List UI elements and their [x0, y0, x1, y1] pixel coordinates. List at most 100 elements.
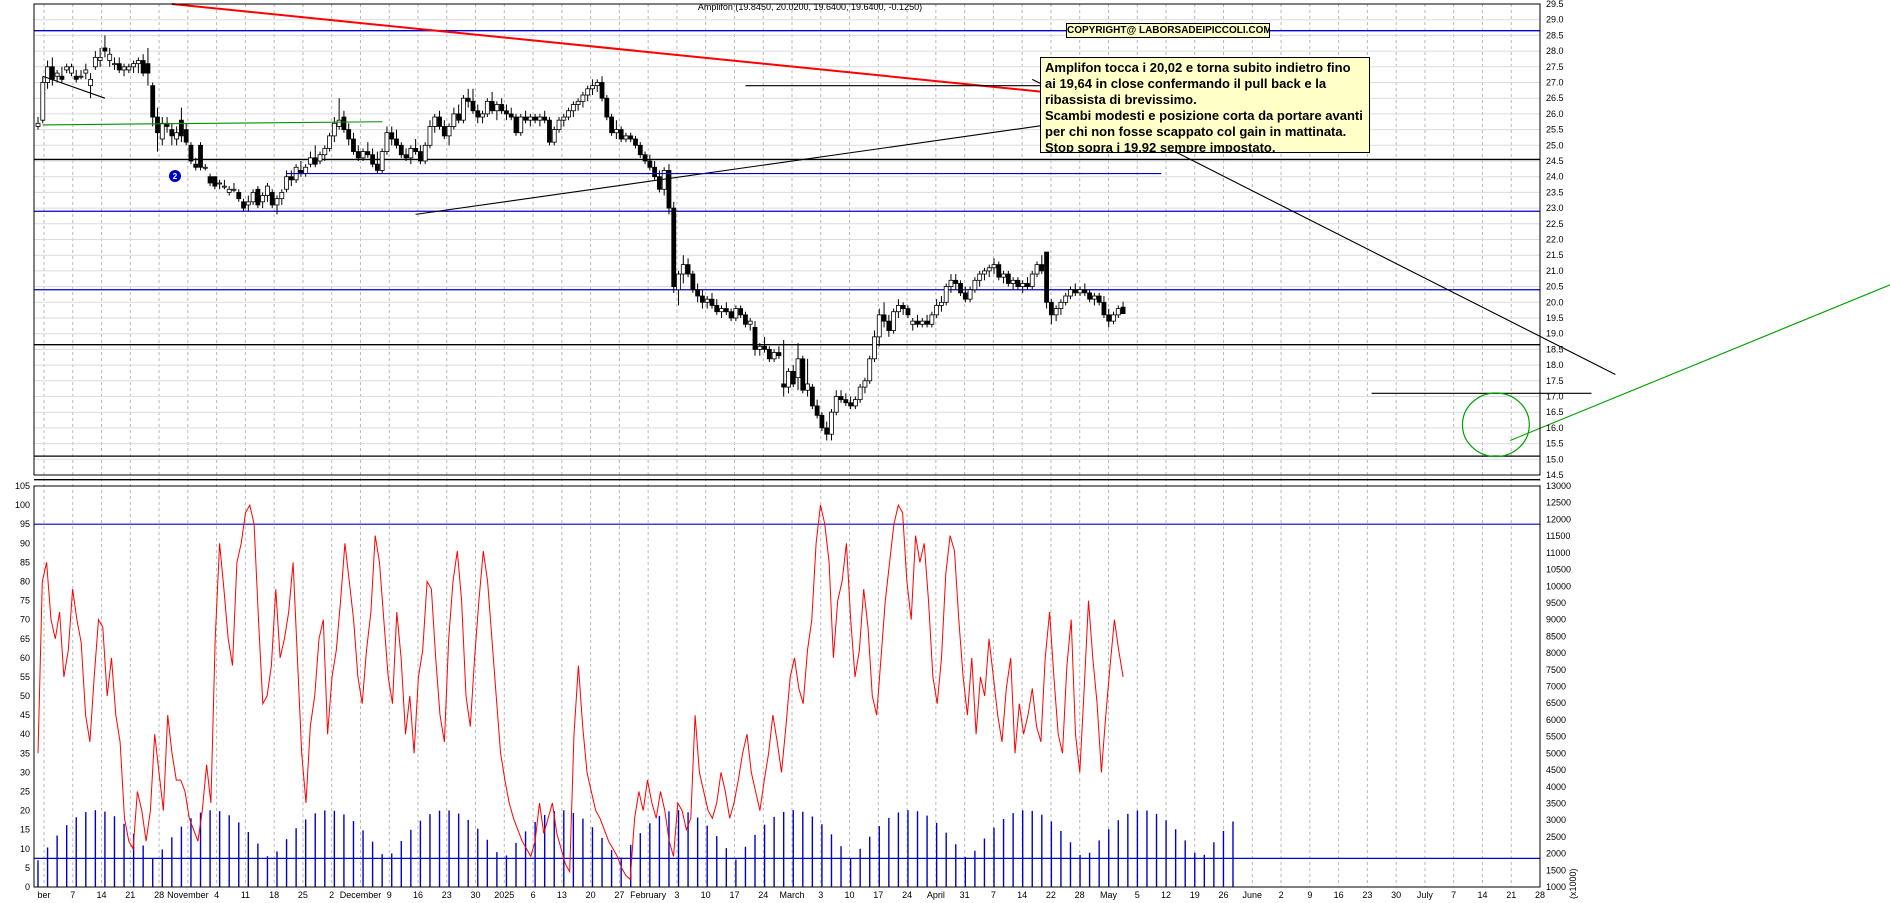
- candle-body: [843, 399, 849, 404]
- candle-body: [943, 286, 949, 303]
- price-tick-label: 25.0: [1546, 140, 1564, 150]
- candle-body: [709, 298, 715, 306]
- price-tick-label: 21.5: [1546, 250, 1564, 260]
- candle-body: [1063, 295, 1069, 303]
- candle-body: [1072, 289, 1078, 294]
- price-tick-label: 22.5: [1546, 219, 1564, 229]
- candle-body: [704, 298, 710, 303]
- x-tick-label: 7: [991, 890, 996, 900]
- x-tick-label: 10: [701, 890, 711, 900]
- candle-body: [155, 116, 160, 134]
- price-tick-label: 18.0: [1546, 360, 1564, 370]
- candle-body: [231, 188, 237, 191]
- candle-body: [69, 66, 74, 74]
- candle-body: [135, 60, 141, 65]
- candle-body: [49, 66, 55, 80]
- x-tick-label: 28: [1535, 890, 1545, 900]
- candle-body: [456, 113, 462, 121]
- candle-body: [465, 97, 471, 102]
- candle-body: [265, 185, 270, 196]
- candle-body: [193, 163, 199, 168]
- candle-body: [566, 110, 571, 118]
- x-tick-label: 19: [1190, 890, 1200, 900]
- oscillator-tick-label: 95: [20, 519, 30, 529]
- candle-body: [537, 116, 543, 121]
- candle-body: [819, 414, 825, 429]
- candle-body: [771, 352, 777, 360]
- candle-body: [131, 63, 137, 68]
- candle-body: [389, 132, 395, 140]
- volume-tick-label: 12500: [1546, 498, 1571, 508]
- x-tick-label: ber: [37, 890, 50, 900]
- candle-body: [551, 129, 557, 143]
- candle-body: [40, 82, 46, 121]
- price-tick-label: 26.0: [1546, 109, 1564, 119]
- volume-tick-label: 5000: [1546, 748, 1566, 758]
- volume-tick-label: 3000: [1546, 815, 1566, 825]
- candle-body: [876, 314, 882, 338]
- volume-tick-label: 10000: [1546, 581, 1571, 591]
- x-tick-label: 11: [241, 890, 250, 900]
- oscillator-tick-label: 65: [20, 634, 30, 644]
- x-tick-label: March: [779, 890, 804, 900]
- candle-body: [394, 138, 399, 146]
- candle-body: [1034, 264, 1040, 275]
- candle-body: [508, 113, 514, 118]
- candle-body: [145, 63, 151, 74]
- candle-body: [437, 116, 442, 127]
- candle-body: [1106, 314, 1112, 322]
- candle-body: [112, 63, 117, 66]
- volume-unit-label: (x1000): [1568, 868, 1578, 899]
- candle-body: [346, 129, 352, 140]
- candle-body: [494, 104, 500, 112]
- candle-body: [446, 126, 452, 137]
- candle-body: [728, 311, 734, 319]
- candle-body: [604, 97, 610, 118]
- x-tick-label: 16: [413, 890, 423, 900]
- candle-body: [666, 170, 672, 209]
- candle-body: [848, 402, 853, 407]
- annotation-box: Amplifon tocca i 20,02 e torna subito in…: [1040, 57, 1370, 153]
- candle-body: [1058, 301, 1064, 309]
- candle-body: [700, 295, 705, 303]
- candle-body: [747, 320, 753, 325]
- candle-body: [140, 60, 146, 74]
- oscillator-tick-label: 85: [20, 557, 30, 567]
- candle-body: [83, 69, 89, 74]
- x-tick-label: April: [927, 890, 945, 900]
- oscillator-tick-label: 55: [20, 672, 30, 682]
- x-tick-label: 23: [1362, 890, 1372, 900]
- candle-body: [336, 119, 342, 127]
- candle-body: [523, 116, 528, 121]
- x-tick-label: 3: [674, 890, 679, 900]
- candle-body: [967, 289, 973, 300]
- x-tick-label: 10: [845, 890, 855, 900]
- marker-circle: [169, 170, 181, 182]
- candle-body: [1115, 308, 1121, 316]
- candle-body: [743, 314, 748, 325]
- volume-tick-label: 6500: [1546, 698, 1566, 708]
- candle-body: [1087, 292, 1092, 300]
- oscillator-tick-label: 15: [20, 825, 30, 835]
- trendlines: [42, 3, 1890, 458]
- x-tick-label: 9: [1307, 890, 1312, 900]
- candle-body: [886, 320, 892, 331]
- candle-body: [1068, 289, 1073, 297]
- candle-body: [532, 116, 538, 121]
- price-tick-label: 17.5: [1546, 376, 1564, 386]
- volume-tick-label: 12000: [1546, 514, 1571, 524]
- annotation-line: ai 19,64 in close confermando il pull ba…: [1045, 76, 1327, 91]
- candle-body: [475, 110, 481, 118]
- x-tick-label: 17: [729, 890, 739, 900]
- x-tick-label: 24: [758, 890, 768, 900]
- candle-body: [169, 129, 175, 137]
- volume-tick-label: 7000: [1546, 682, 1566, 692]
- candle-body: [116, 63, 122, 71]
- volume-tick-label: 5500: [1546, 732, 1566, 742]
- candle-body: [207, 176, 213, 184]
- candle-body: [1048, 301, 1054, 316]
- candle-body: [312, 157, 318, 165]
- x-tick-label: 14: [97, 890, 107, 900]
- candle-body: [671, 207, 677, 288]
- lower-axes: 0510152025303540455055606570758085909510…: [15, 481, 1578, 899]
